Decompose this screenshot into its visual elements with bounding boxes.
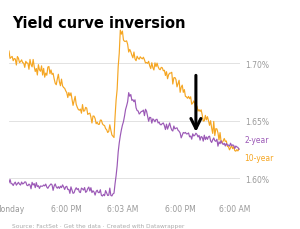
Text: Yield curve inversion: Yield curve inversion (12, 16, 185, 31)
Text: 2-year: 2-year (244, 136, 269, 144)
Text: 10-year: 10-year (244, 153, 274, 163)
Text: Source: FactSet · Get the data · Created with Datawrapper: Source: FactSet · Get the data · Created… (12, 223, 184, 228)
